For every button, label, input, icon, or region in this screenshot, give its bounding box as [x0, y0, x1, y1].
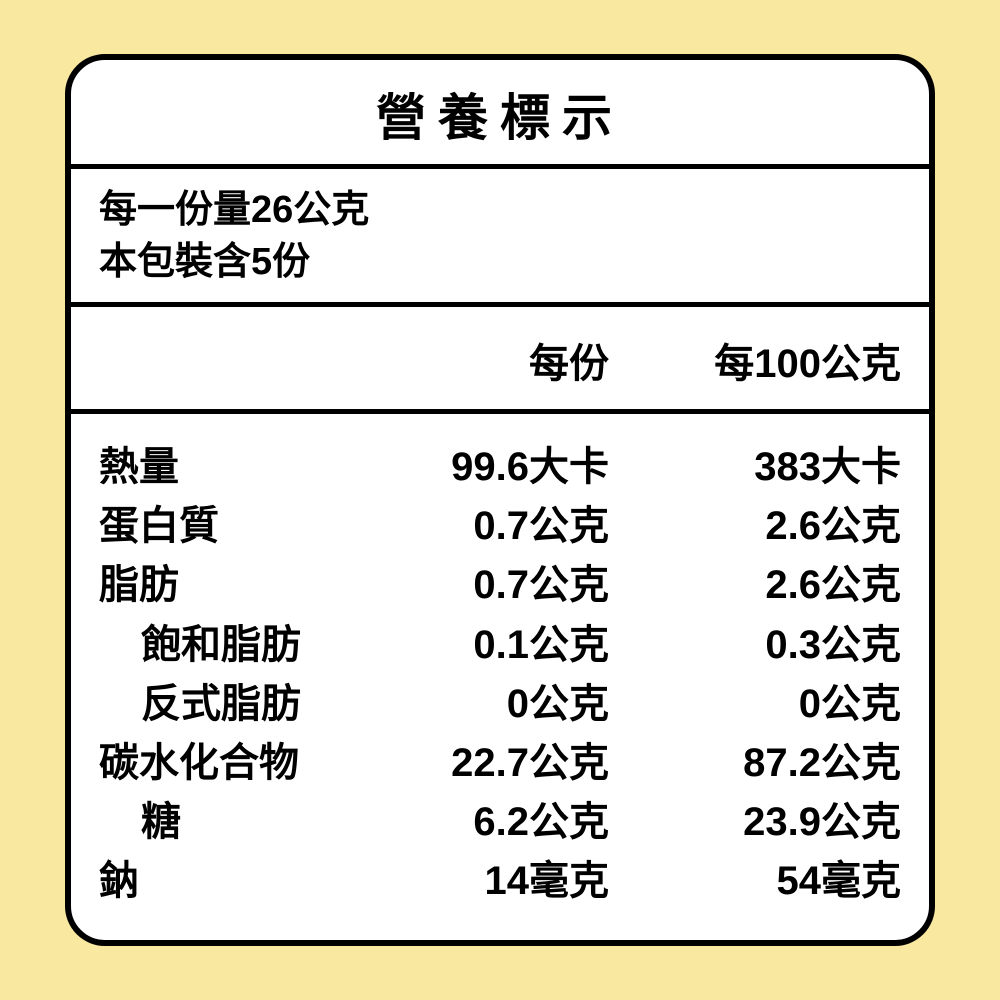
nutrient-name: 反式脂肪	[99, 675, 379, 734]
nutrient-name: 熱量	[99, 438, 379, 497]
nutrients-section: 熱量99.6大卡383大卡蛋白質0.7公克2.6公克脂肪0.7公克2.6公克飽和…	[71, 414, 929, 940]
nutrient-name: 碳水化合物	[99, 734, 379, 793]
column-header-per-100g: 每100公克	[639, 331, 901, 389]
nutrient-per-serving: 99.6大卡	[379, 438, 639, 497]
nutrient-per-100g: 0公克	[639, 675, 901, 734]
nutrition-label: 營養標示 每一份量26公克 本包裝含5份 每份 每100公克 熱量99.6大卡3…	[65, 54, 935, 945]
label-title: 營養標示	[71, 78, 929, 150]
nutrient-row: 糖6.2公克23.9公克	[99, 793, 901, 852]
nutrient-row: 碳水化合物22.7公克87.2公克	[99, 734, 901, 793]
nutrient-per-100g: 0.3公克	[639, 616, 901, 675]
nutrient-per-serving: 0.1公克	[379, 616, 639, 675]
nutrient-name: 糖	[99, 793, 379, 852]
nutrient-row: 飽和脂肪0.1公克0.3公克	[99, 616, 901, 675]
servings-per-container: 本包裝含5份	[99, 237, 901, 288]
nutrient-per-100g: 54毫克	[639, 852, 901, 911]
nutrient-row: 鈉14毫克54毫克	[99, 852, 901, 911]
nutrient-per-serving: 0.7公克	[379, 556, 639, 615]
nutrient-name: 飽和脂肪	[99, 616, 379, 675]
nutrient-per-100g: 2.6公克	[639, 556, 901, 615]
serving-section: 每一份量26公克 本包裝含5份	[71, 169, 929, 307]
nutrient-name: 蛋白質	[99, 497, 379, 556]
nutrient-per-100g: 23.9公克	[639, 793, 901, 852]
nutrient-per-serving: 6.2公克	[379, 793, 639, 852]
nutrient-per-serving: 14毫克	[379, 852, 639, 911]
column-header-per-serving: 每份	[379, 331, 639, 389]
nutrient-row: 反式脂肪0公克0公克	[99, 675, 901, 734]
nutrient-per-serving: 0公克	[379, 675, 639, 734]
nutrient-name: 脂肪	[99, 556, 379, 615]
nutrient-per-serving: 0.7公克	[379, 497, 639, 556]
nutrient-name: 鈉	[99, 852, 379, 911]
nutrient-row: 蛋白質0.7公克2.6公克	[99, 497, 901, 556]
nutrient-per-100g: 2.6公克	[639, 497, 901, 556]
title-section: 營養標示	[71, 60, 929, 169]
nutrient-per-serving: 22.7公克	[379, 734, 639, 793]
nutrient-per-100g: 87.2公克	[639, 734, 901, 793]
serving-size: 每一份量26公克	[99, 185, 901, 236]
nutrient-row: 脂肪0.7公克2.6公克	[99, 556, 901, 615]
column-header-row: 每份 每100公克	[71, 307, 929, 414]
nutrient-per-100g: 383大卡	[639, 438, 901, 497]
header-spacer	[99, 331, 379, 389]
nutrient-row: 熱量99.6大卡383大卡	[99, 438, 901, 497]
